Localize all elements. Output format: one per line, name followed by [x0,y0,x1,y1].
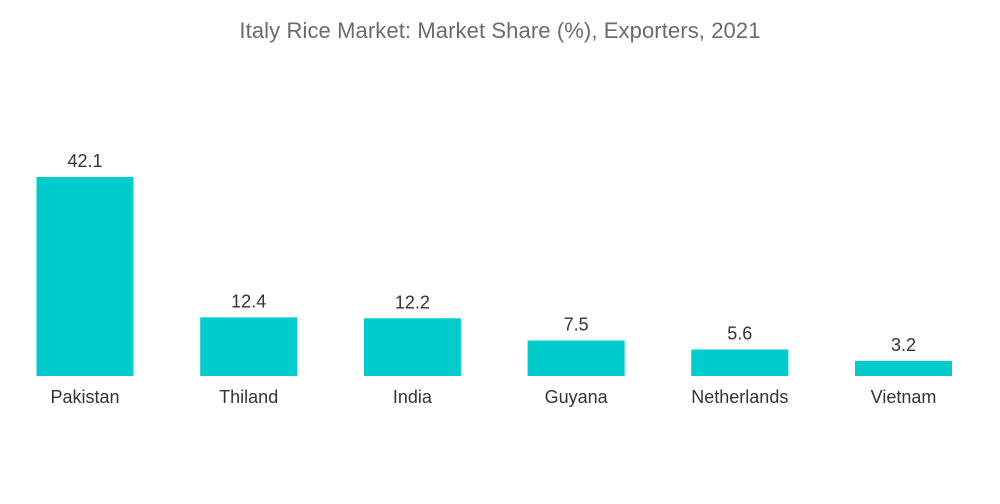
bar-netherlands [691,349,789,376]
category-label-vietnam: Vietnam [871,387,937,407]
value-label-thiland: 12.4 [231,291,266,311]
chart-title: Italy Rice Market: Market Share (%), Exp… [239,18,761,43]
category-label-guyana: Guyana [545,387,609,407]
value-label-guyana: 7.5 [564,315,589,335]
category-label-thiland: Thiland [219,387,278,407]
value-label-netherlands: 5.6 [727,324,752,344]
bar-india [363,318,461,376]
category-label-netherlands: Netherlands [691,387,788,407]
bar-pakistan [36,177,134,376]
bar-vietnam [855,360,952,376]
category-labels-group: Pakistan Thiland India Guyana Netherlands Vie… [50,387,936,407]
bars-group [36,177,952,376]
value-label-vietnam: 3.2 [891,335,916,355]
category-label-india: India [393,387,433,407]
value-label-india: 12.2 [395,292,430,312]
category-label-pakistan: Pakistan [50,387,119,407]
value-label-pakistan: 42.1 [67,151,102,171]
bar-thiland [200,317,298,376]
bar-guyana [527,340,625,376]
value-labels-group: 42.1 12.4 12.2 7.5 5.6 3.2 [67,151,916,355]
